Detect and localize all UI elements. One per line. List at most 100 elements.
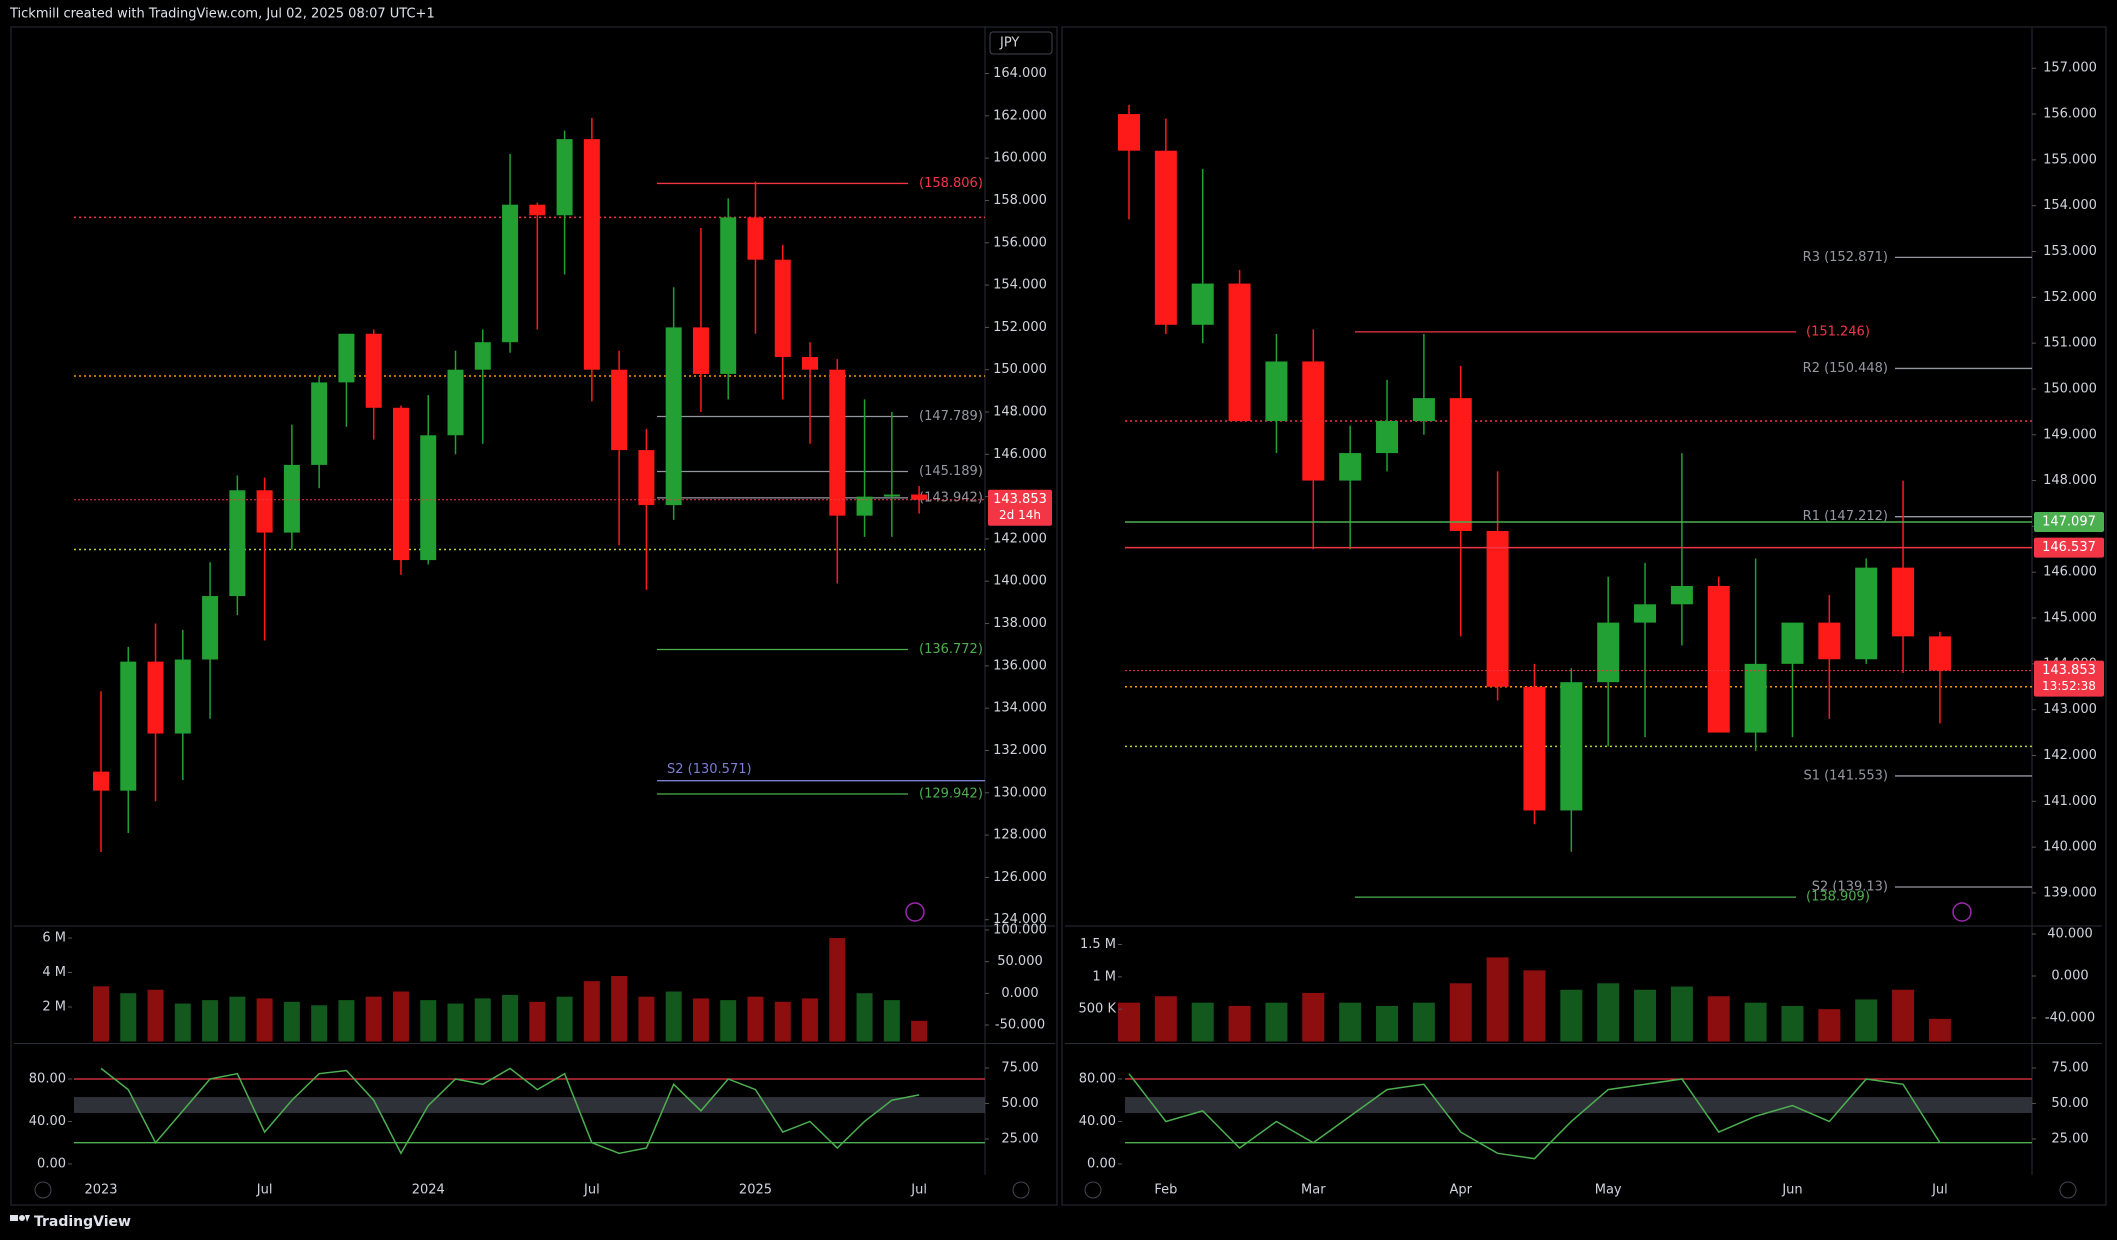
oscillator-tick-label: 40.00 — [29, 1114, 66, 1129]
volume-bar — [720, 1000, 737, 1042]
time-label: 2024 — [412, 1183, 445, 1198]
price-tick-label: 148.000 — [993, 405, 1047, 420]
candle-body — [883, 494, 900, 497]
volume-bar — [911, 1020, 928, 1042]
volume-tick-label: 2 M — [42, 1000, 66, 1015]
candle-body — [747, 217, 764, 260]
candle-body — [665, 327, 682, 506]
candle-body — [638, 450, 655, 506]
volume-tick-label: 1 M — [1092, 969, 1116, 984]
price-tick-label: 152.000 — [993, 320, 1047, 335]
volume-bar — [1560, 989, 1583, 1042]
oscillator-band — [74, 1097, 985, 1113]
candle-body — [338, 333, 355, 383]
oscillator-y2-tick-label: 25.00 — [1001, 1131, 1038, 1146]
candle-body — [256, 490, 273, 533]
volume-bar — [365, 996, 382, 1042]
time-label: Jun — [1781, 1183, 1802, 1198]
level-label: (151.246) — [1806, 324, 1870, 339]
volume-y2-tick-label: 0.000 — [1001, 986, 1038, 1001]
footer-brand: TradingView — [34, 1214, 131, 1230]
volume-tick-label: 6 M — [42, 931, 66, 946]
candle-body — [1154, 150, 1177, 325]
price-tick-label: 141.000 — [2043, 794, 2097, 809]
candle-body — [311, 382, 328, 465]
candle-body — [1707, 585, 1730, 733]
candle-body — [420, 435, 437, 561]
price-badge-note: 13:52:38 — [2042, 679, 2096, 693]
volume-bar — [556, 996, 573, 1042]
level-label: (145.189) — [919, 464, 983, 479]
volume-bar — [529, 1001, 546, 1042]
oscillator-y2-tick-label: 25.00 — [2051, 1131, 2088, 1146]
volume-bar — [1376, 1005, 1399, 1042]
price-tick-label: 142.000 — [993, 531, 1047, 546]
auto-icon — [2059, 1181, 2077, 1199]
candle-body — [202, 596, 219, 660]
volume-bar — [802, 998, 819, 1042]
level-label: R2 (150.448) — [1803, 361, 1888, 376]
candle-body — [1265, 361, 1288, 422]
price-tick-label: 158.000 — [993, 193, 1047, 208]
time-label: Jul — [256, 1183, 273, 1198]
volume-bar — [1118, 1002, 1140, 1042]
volume-bar — [638, 996, 655, 1042]
price-tick-label: 155.000 — [2043, 152, 2097, 167]
oscillator-y2-tick-label: 75.00 — [2051, 1060, 2088, 1075]
volume-bar — [474, 998, 491, 1042]
candle-body — [1523, 686, 1546, 811]
alert-icon — [1952, 902, 1972, 922]
price-tick-label: 149.000 — [2043, 427, 2097, 442]
price-tick-label: 142.000 — [2043, 748, 2097, 763]
oscillator-y2-tick-label: 50.00 — [1001, 1096, 1038, 1111]
volume-bar — [147, 989, 164, 1042]
candle-body — [583, 139, 600, 370]
volume-tick-label: 1.5 M — [1080, 937, 1116, 952]
price-tick-label: 152.000 — [2043, 290, 2097, 305]
candle-body — [802, 357, 819, 370]
price-tick-label: 140.000 — [2043, 840, 2097, 855]
price-badge — [988, 489, 1052, 526]
volume-bar — [1670, 986, 1693, 1042]
volume-bar — [583, 981, 600, 1042]
volume-bar — [447, 1003, 464, 1042]
volume-y2-tick-label: -40.000 — [2045, 1010, 2095, 1025]
price-tick-label: 151.000 — [2043, 336, 2097, 351]
volume-bar — [1228, 1005, 1251, 1042]
time-label: 2023 — [84, 1183, 117, 1198]
price-tick-label: 156.000 — [2043, 107, 2097, 122]
candle-body — [120, 661, 137, 791]
level-label: (143.942) — [919, 490, 983, 505]
header-title: Tickmill created with TradingView.com, J… — [9, 7, 435, 22]
volume-bar — [883, 1000, 900, 1042]
price-tick-label: 150.000 — [993, 362, 1047, 377]
candle-body — [147, 661, 164, 734]
candle-body — [856, 496, 873, 516]
volume-y2-tick-label: 40.000 — [2047, 927, 2093, 942]
candle-body — [1818, 622, 1841, 660]
candle-body — [283, 464, 300, 533]
volume-bar — [1928, 1018, 1951, 1042]
right-panel — [1061, 26, 2107, 1206]
level-label: S2 (139.13) — [1812, 879, 1888, 894]
candle-body — [1412, 398, 1435, 422]
level-label: R1 (147.212) — [1803, 509, 1888, 524]
time-label: Apr — [1449, 1183, 1472, 1198]
price-tick-label: 146.000 — [993, 447, 1047, 462]
auto-icon — [1012, 1181, 1030, 1199]
zoom-icon — [34, 1181, 52, 1199]
candle-body — [1118, 114, 1140, 151]
candle-body — [502, 204, 519, 343]
candle-body — [229, 490, 246, 597]
price-tick-label: 128.000 — [993, 828, 1047, 843]
volume-bar — [1892, 989, 1915, 1042]
candle-body — [556, 139, 573, 216]
price-tick-label: 143.000 — [2043, 702, 2097, 717]
volume-bar — [1486, 957, 1509, 1042]
volume-bar — [692, 998, 709, 1042]
time-label: 2025 — [739, 1183, 772, 1198]
time-label: Jul — [1931, 1183, 1948, 1198]
price-tick-label: 150.000 — [2043, 381, 2097, 396]
